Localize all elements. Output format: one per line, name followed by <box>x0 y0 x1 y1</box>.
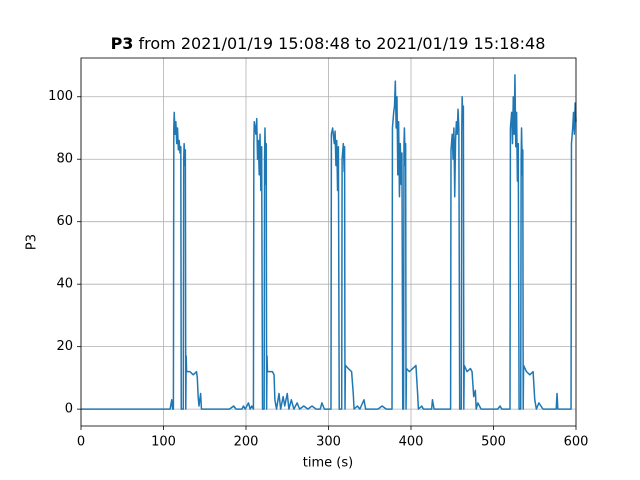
title-bold: P3 <box>111 34 134 53</box>
x-tick-label: 300 <box>316 435 341 450</box>
x-axis-label: time (s) <box>303 456 353 471</box>
plot-frame <box>80 57 577 427</box>
y-tick-label: 40 <box>56 277 73 292</box>
y-tick-label: 60 <box>56 214 73 229</box>
y-tick-label: 100 <box>48 89 73 104</box>
y-tick-label: 80 <box>56 152 73 167</box>
data-line <box>81 74 577 410</box>
y-axis-label: P3 <box>25 234 40 250</box>
x-tick-label: 500 <box>481 435 506 450</box>
x-tick-label: 600 <box>564 435 589 450</box>
y-tick-label: 20 <box>56 339 73 354</box>
y-tick-label: 0 <box>65 402 73 417</box>
chart-title: P3 from 2021/01/19 15:08:48 to 2021/01/1… <box>111 34 546 53</box>
title-rest: from 2021/01/19 15:08:48 to 2021/01/19 1… <box>139 34 546 53</box>
x-tick-label: 0 <box>77 435 85 450</box>
x-tick-label: 100 <box>151 435 176 450</box>
x-tick-label: 400 <box>399 435 424 450</box>
x-tick-label: 200 <box>234 435 259 450</box>
